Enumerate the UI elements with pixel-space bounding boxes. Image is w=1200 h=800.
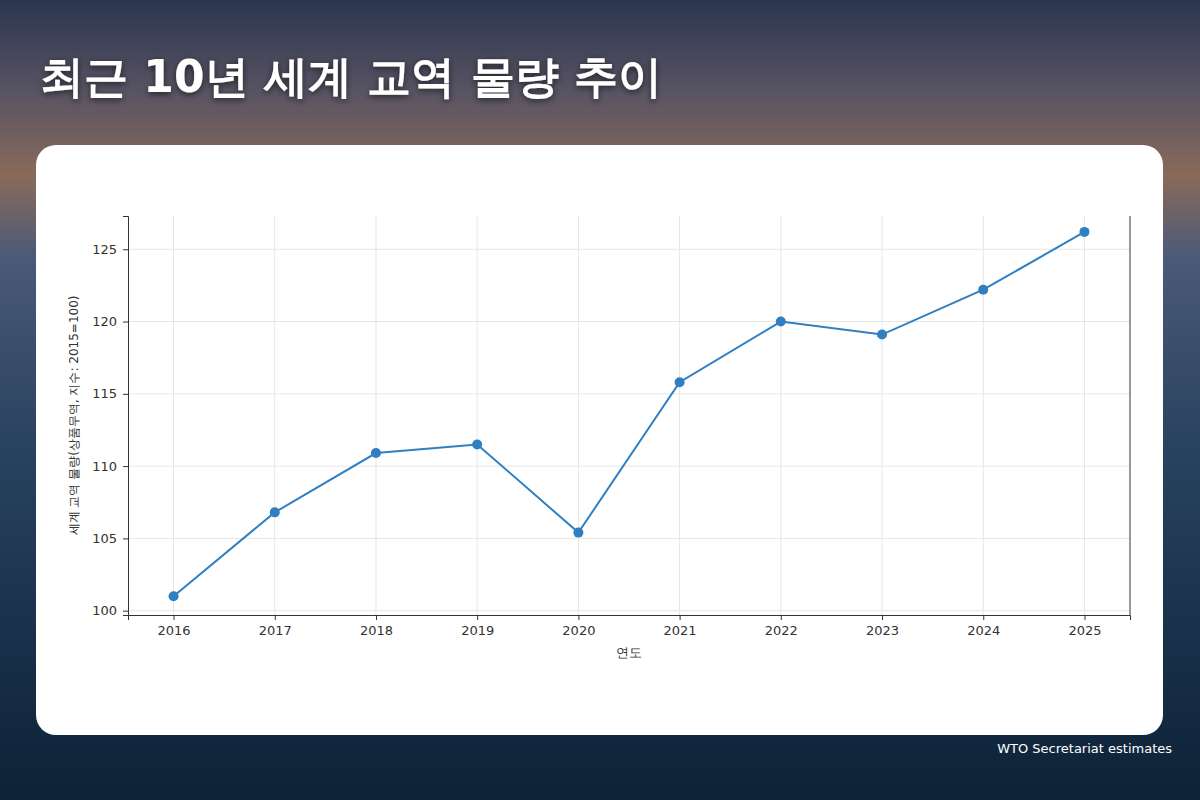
- x-tick: 2019: [461, 615, 494, 638]
- x-tick-mark: [578, 615, 579, 620]
- background: [0, 0, 1200, 800]
- y-tick: 125: [92, 242, 128, 257]
- y-tick-mark: [123, 322, 128, 323]
- y-axis-title: 세계 교역 물량(상품무역, 지수: 2015=100): [67, 296, 81, 536]
- y-tick-label: 125: [92, 242, 117, 257]
- x-tick-mark: [477, 615, 478, 620]
- y-tick-mark: [123, 538, 128, 539]
- point: [371, 448, 381, 458]
- y-axis-line: [123, 217, 129, 616]
- y-tick-mark: [123, 466, 128, 467]
- grid-line-x: [173, 216, 174, 615]
- y-tick: 115: [92, 386, 128, 401]
- point: [472, 439, 482, 449]
- x-tick-mark: [882, 615, 883, 620]
- x-axis-title: 연도: [616, 645, 642, 660]
- y-tick: 110: [92, 459, 128, 474]
- x-tick-label: 2021: [664, 623, 697, 638]
- line: [174, 232, 1085, 596]
- x-tick: 2016: [157, 615, 190, 638]
- point: [675, 377, 685, 387]
- x-tick-mark: [680, 615, 681, 620]
- grid-line-x: [477, 216, 478, 615]
- x-tick: 2022: [765, 615, 798, 638]
- source: WTO Secretariat estimates: [997, 741, 1172, 756]
- grid-line-x: [983, 216, 984, 615]
- grid: [128, 216, 1130, 615]
- x-tick-label: 2025: [1068, 623, 1101, 638]
- x-tick-mark: [1084, 615, 1085, 620]
- x-axis: 2016 2017 2018 2019 2020 2021 2022 2023 2024 2025: [129, 615, 1131, 638]
- grid-line-x: [274, 216, 275, 615]
- title: 최근 10년 세계 교역 물량 추이: [40, 51, 662, 102]
- x-tick-label: 2024: [967, 623, 1000, 638]
- x-tick-label: 2020: [562, 623, 595, 638]
- x-tick-label: 2023: [866, 623, 899, 638]
- frame: [1130, 216, 1131, 615]
- x-tick-mark: [174, 615, 175, 620]
- grid-line-y: [128, 393, 1130, 394]
- y-tick-mark: [123, 249, 128, 250]
- grid-line-x: [679, 216, 680, 615]
- x-tick: 2024: [967, 615, 1000, 638]
- card: [36, 145, 1163, 735]
- chart-root: 최근 10년 세계 교역 물량 추이2016201720182019202020…: [0, 0, 1200, 800]
- y-tick-label: 110: [92, 459, 117, 474]
- grid-line-y: [128, 466, 1130, 467]
- grid-line-y: [128, 249, 1130, 250]
- x-tick: 2025: [1068, 615, 1101, 638]
- x-tick-mark: [376, 615, 377, 620]
- x-tick-label: 2018: [360, 623, 393, 638]
- point: [573, 528, 583, 538]
- y-tick-mark: [123, 394, 128, 395]
- y-tick-label: 100: [92, 603, 117, 618]
- point: [169, 591, 179, 601]
- x-tick-label: 2016: [157, 623, 190, 638]
- point: [877, 330, 887, 340]
- y-axis: 100 105 110 115 120 125: [92, 217, 128, 619]
- y-tick-mark: [123, 611, 128, 612]
- x-tick: 2018: [360, 615, 393, 638]
- y-tick: 100: [92, 603, 128, 618]
- y-tick: 105: [92, 531, 128, 546]
- grid-line-y: [128, 538, 1130, 539]
- x-tick: 2023: [866, 615, 899, 638]
- x-tick-label: 2019: [461, 623, 494, 638]
- marks: [169, 227, 1090, 601]
- y-tick: 120: [92, 314, 128, 329]
- point: [270, 507, 280, 517]
- grid-line-x: [375, 216, 376, 615]
- grid-line-x: [1084, 216, 1085, 615]
- x-tick: 2021: [664, 615, 697, 638]
- y-tick-label: 105: [92, 531, 117, 546]
- grid-line-y: [128, 610, 1130, 611]
- point: [776, 317, 786, 327]
- grid-line-x: [780, 216, 781, 615]
- point: [978, 285, 988, 295]
- grid-line-x: [882, 216, 883, 615]
- grid-line-y: [128, 321, 1130, 322]
- grid-line-x: [578, 216, 579, 615]
- x-tick-mark: [983, 615, 984, 620]
- point: [1079, 227, 1089, 237]
- y-tick-label: 115: [92, 386, 117, 401]
- x-tick: 2020: [562, 615, 595, 638]
- y-tick-label: 120: [92, 314, 117, 329]
- x-axis-line: [129, 616, 1131, 621]
- x-tick-label: 2022: [765, 623, 798, 638]
- x-tick-mark: [781, 615, 782, 620]
- x-tick-mark: [275, 615, 276, 620]
- x-tick-label: 2017: [259, 623, 292, 638]
- x-tick: 2017: [259, 615, 292, 638]
